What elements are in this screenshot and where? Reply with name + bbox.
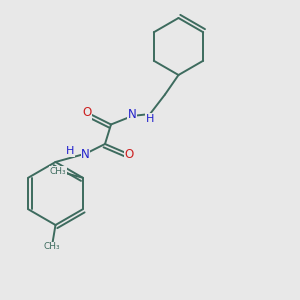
- Text: CH₃: CH₃: [50, 167, 66, 176]
- Text: H: H: [66, 146, 75, 157]
- Text: CH₃: CH₃: [44, 242, 60, 251]
- Text: O: O: [124, 148, 134, 161]
- Text: N: N: [128, 108, 136, 122]
- Text: H: H: [146, 113, 154, 124]
- Text: N: N: [81, 148, 90, 161]
- Text: O: O: [82, 106, 91, 119]
